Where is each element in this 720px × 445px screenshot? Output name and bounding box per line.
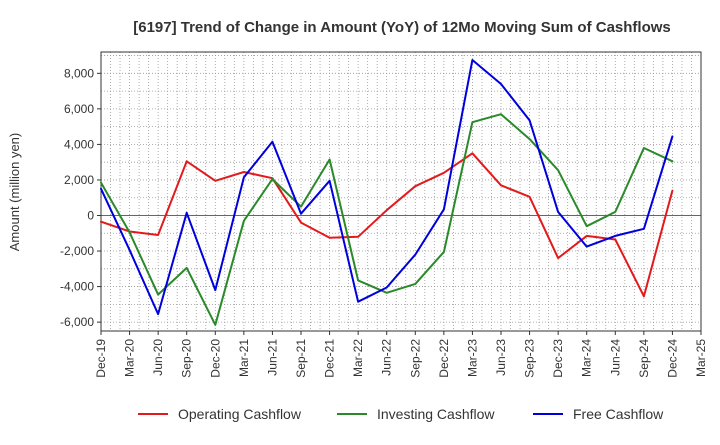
grid-lines xyxy=(100,52,702,331)
series-line-operating-cashflow xyxy=(100,152,674,298)
y-tick-label: 0 xyxy=(87,208,94,222)
x-tick-label: Mar-21 xyxy=(237,339,251,377)
x-tick-label: Mar-20 xyxy=(123,339,137,377)
y-axis-label: Amount (million yen) xyxy=(7,133,22,252)
legend-label-free-cashflow: Free Cashflow xyxy=(573,406,664,422)
x-tick-label: Sep-21 xyxy=(294,339,308,378)
chart-title: [6197] Trend of Change in Amount (YoY) o… xyxy=(133,19,671,36)
y-tick-label: -2,000 xyxy=(60,244,94,258)
x-tick-label: Sep-20 xyxy=(180,339,194,378)
legend: Operating Cashflow Investing Cashflow Free… xyxy=(138,406,664,422)
y-tick-label: 2,000 xyxy=(64,173,94,187)
plot-background xyxy=(101,52,701,331)
y-tick-label: -4,000 xyxy=(60,280,94,294)
x-tick-label: Jun-21 xyxy=(265,339,279,376)
x-tick-label: Mar-22 xyxy=(351,339,365,377)
legend-label-operating-cashflow: Operating Cashflow xyxy=(178,406,302,422)
x-tick-label: Dec-23 xyxy=(551,339,565,378)
x-tick-label: Mar-24 xyxy=(580,339,594,377)
x-tick-label: Dec-21 xyxy=(323,339,337,378)
x-tick-label: Mar-23 xyxy=(465,339,479,377)
y-tick-label: 6,000 xyxy=(64,102,94,116)
plot-frame xyxy=(100,51,702,332)
series-line-investing-cashflow xyxy=(100,113,674,326)
axes: -6,000 -4,000 -2,000 0 2,000 4,000 6,000 8,000 D… xyxy=(60,51,708,378)
legend-label-investing-cashflow: Investing Cashflow xyxy=(377,406,495,422)
x-tick-label: Sep-23 xyxy=(523,339,537,378)
y-tick-label: 4,000 xyxy=(64,137,94,151)
x-tick-label: Sep-24 xyxy=(637,339,651,378)
x-tick-label: Mar-25 xyxy=(694,339,708,377)
x-tick-label: Sep-22 xyxy=(408,339,422,378)
x-tick-label: Dec-19 xyxy=(94,339,108,378)
y-tick-label: 8,000 xyxy=(64,66,94,80)
x-tick-label: Jun-20 xyxy=(151,339,165,376)
y-tick-label: -6,000 xyxy=(60,315,94,329)
series-line-free-cashflow xyxy=(100,59,674,316)
x-tick-label: Dec-24 xyxy=(665,339,679,378)
x-tick-label: Jun-23 xyxy=(494,339,508,376)
series-lines xyxy=(100,59,674,326)
x-tick-label: Dec-20 xyxy=(208,339,222,378)
x-tick-label: Jun-24 xyxy=(608,339,622,376)
x-tick-label: Dec-22 xyxy=(437,339,451,378)
x-tick-label: Jun-22 xyxy=(380,339,394,376)
plot-area xyxy=(101,52,701,331)
